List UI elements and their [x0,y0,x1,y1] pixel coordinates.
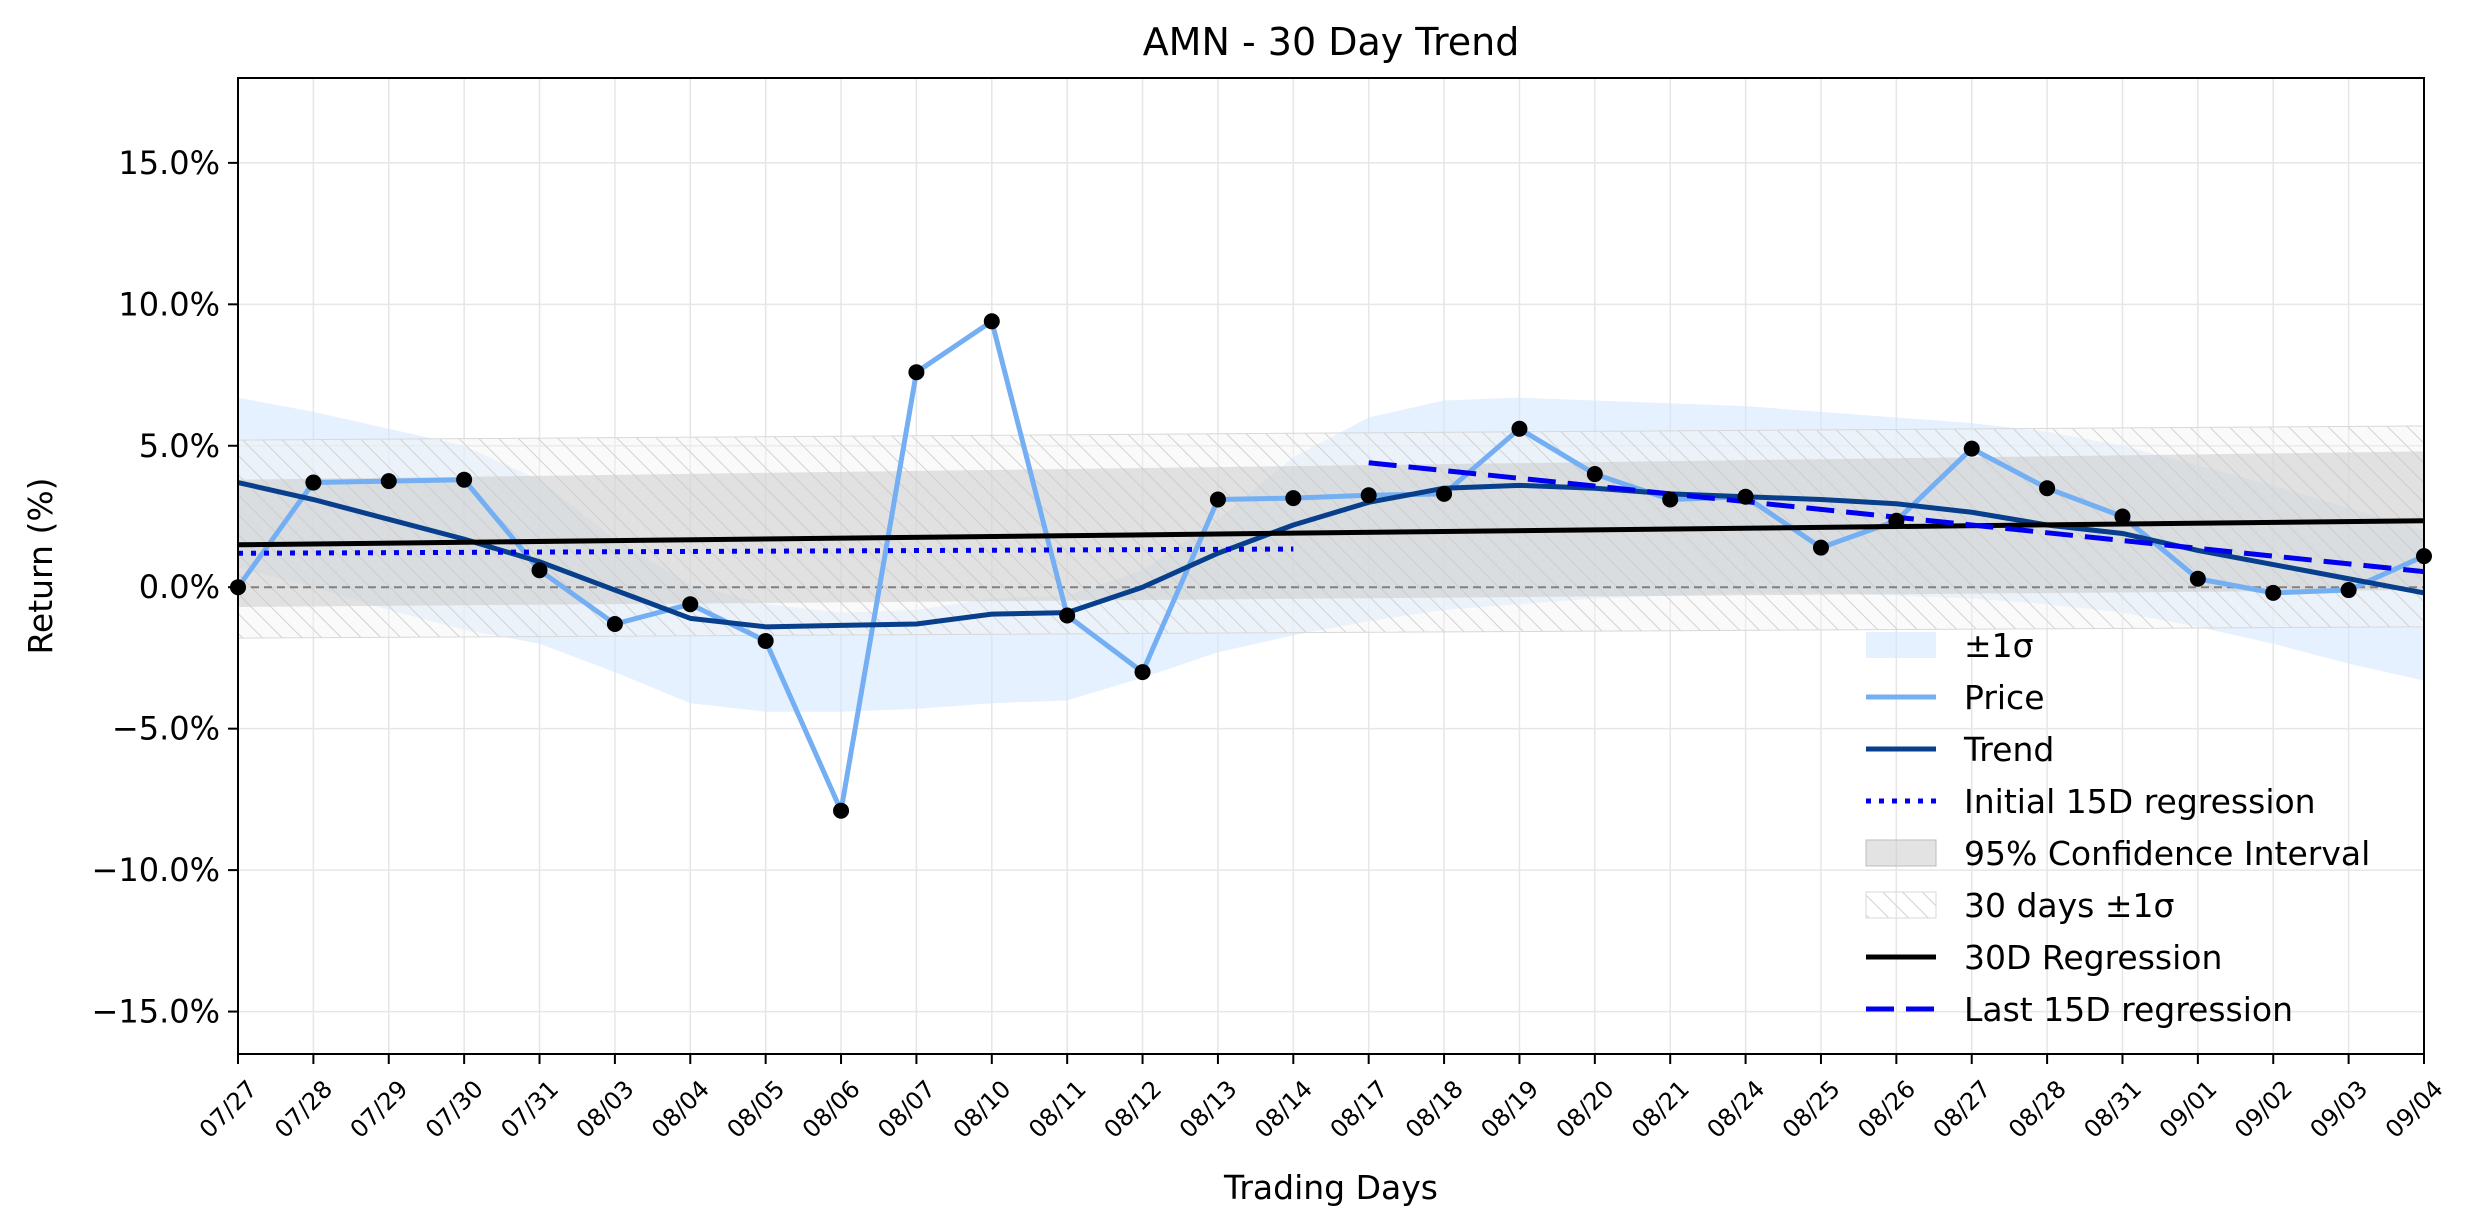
y-tick-label: 15.0% [118,144,220,182]
x-tick-label: 08/13 [1174,1075,1243,1144]
price-point [1888,512,1905,529]
y-tick-label: −15.0% [92,993,220,1031]
price-point [606,615,623,632]
legend-label: 30 days ±1σ [1964,886,2174,925]
price-point [2189,570,2206,587]
x-tick-label: 08/11 [1023,1075,1092,1144]
x-tick-label: 09/01 [2154,1075,2223,1144]
y-tick-label: −10.0% [92,851,220,889]
x-tick-label: 09/04 [2380,1075,2449,1144]
price-point [1360,487,1377,504]
price-point [1963,440,1980,457]
price-point [380,473,397,490]
x-tick-label: 08/24 [1702,1075,1771,1144]
price-line [238,318,2424,814]
x-tick-label: 07/30 [420,1075,489,1144]
x-tick-label: 07/29 [345,1075,414,1144]
legend-label: Trend [1963,730,2054,769]
price-point [833,802,850,819]
price-point [2265,584,2282,601]
price-point [1134,664,1151,681]
bands [238,397,2424,712]
price-point [2039,480,2056,497]
price-point [456,471,473,488]
price-point [682,596,699,613]
confidence-band [238,451,2424,608]
legend-label: 95% Confidence Interval [1964,834,2370,873]
x-tick-label: 07/31 [495,1075,564,1144]
x-tick-label: 08/04 [646,1075,715,1144]
y-tick-label: 5.0% [139,427,220,465]
x-tick-label: 08/18 [1400,1075,1469,1144]
price-point [1662,491,1679,508]
legend-label: 30D Regression [1964,938,2222,977]
x-tick-label: 08/26 [1852,1075,1921,1144]
x-tick-label: 08/31 [2078,1075,2147,1144]
x-tick-label: 08/19 [1475,1075,1544,1144]
y-tick-label: −5.0% [112,710,220,748]
x-tick-label: 08/14 [1249,1075,1318,1144]
x-tick-label: 08/20 [1551,1075,1620,1144]
lines [238,318,2424,814]
plot-frame [237,77,2425,1055]
legend-label: Initial 15D regression [1964,782,2316,821]
legend-swatch-sigma [1866,632,1936,658]
x-tick-label: 08/25 [1777,1075,1846,1144]
price-point [1511,420,1528,437]
legend-label: ±1σ [1964,626,2034,665]
x-tick-label: 08/07 [872,1075,941,1144]
x-tick-label: 08/03 [571,1075,640,1144]
y-ticks: −15.0% −10.0% −5.0% 0.0% 5.0% 10.0% 15.0% [92,144,238,1031]
x-tick-label: 07/28 [269,1075,338,1144]
price-point [1737,488,1754,505]
price-point [2340,582,2357,599]
x-tick-label: 08/10 [948,1075,1017,1144]
price-point [531,562,548,579]
legend-label: Last 15D regression [1964,990,2293,1029]
price-point [757,632,774,649]
price-point [2114,508,2131,525]
legend-swatch-sigma30 [1865,891,1937,919]
x-tick-label: 08/06 [797,1075,866,1144]
x-tick-label: 07/27 [194,1075,263,1144]
y-axis-label: Return (%) [21,477,60,654]
price-point [1436,485,1453,502]
chart-title: AMN - 30 Day Trend [1143,20,1520,64]
legend-swatch-ci [1865,839,1937,867]
regression-30d-line [238,518,2424,548]
price-point [1812,539,1829,556]
price-point [1209,491,1226,508]
x-tick-label: 09/03 [2305,1075,2374,1144]
x-tick-label: 08/12 [1099,1075,1168,1144]
y-tick-label: 0.0% [139,568,220,606]
price-point [1285,490,1302,507]
x-axis-label: Trading Days [1223,1168,1438,1207]
points [230,313,2432,819]
x-tick-label: 08/28 [2003,1075,2072,1144]
x-tick-label: 08/21 [1626,1075,1695,1144]
price-point [305,474,322,491]
x-ticks: 07/27 07/28 07/29 07/30 07/31 08/03 08/04 08/05… [194,1054,2449,1144]
x-tick-label: 09/02 [2229,1075,2298,1144]
y-tick-label: 10.0% [118,285,220,323]
legend: ±1σ Price Trend Initial 15D regression 95% C… [1865,626,2370,1029]
price-point [1586,466,1603,483]
price-point [908,364,925,381]
legend-label: Price [1964,678,2045,717]
x-tick-label: 08/05 [722,1075,791,1144]
price-point [1059,607,1076,624]
price-point [983,313,1000,330]
x-tick-label: 08/27 [1928,1075,1997,1144]
x-tick-label: 08/17 [1325,1075,1394,1144]
